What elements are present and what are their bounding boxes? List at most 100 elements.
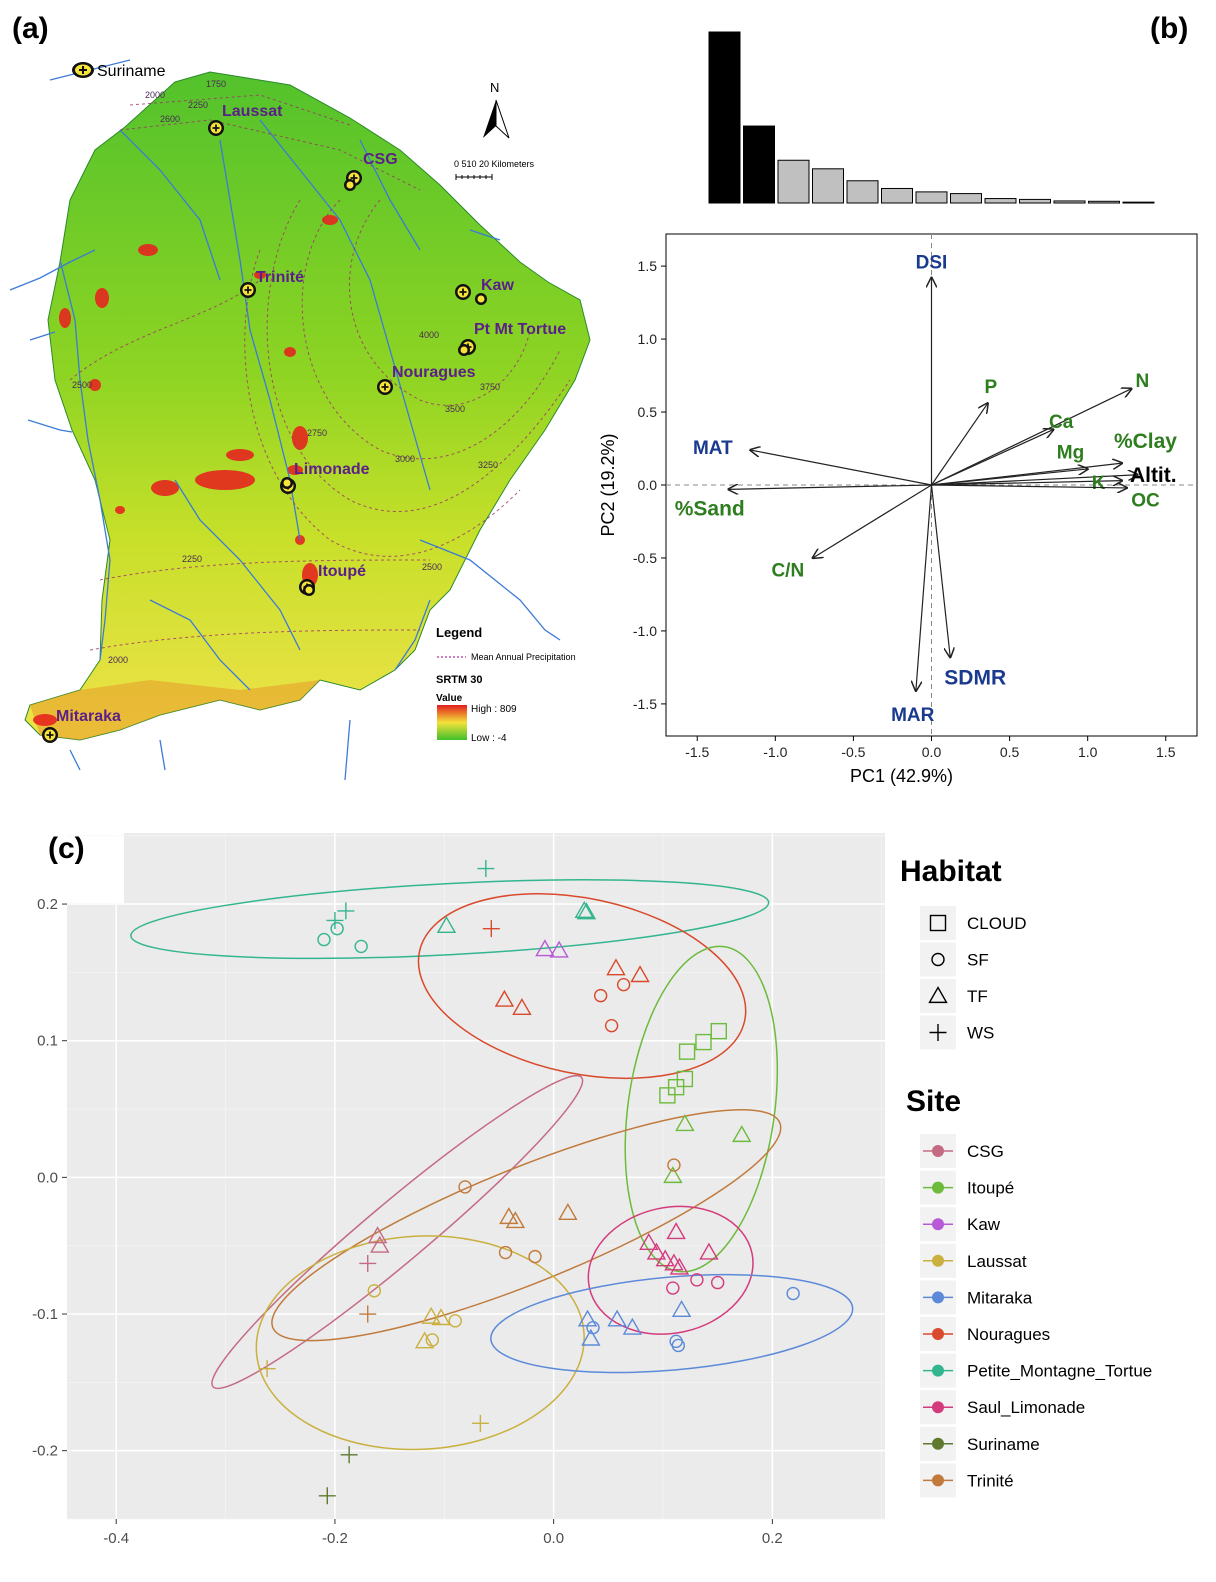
legend-key-bg bbox=[920, 906, 956, 940]
legend-key-bg bbox=[920, 942, 956, 977]
scatter-point-triangle bbox=[421, 1306, 441, 1324]
scatter-point-triangle bbox=[669, 1257, 690, 1275]
scatter-point-triangle bbox=[639, 1233, 659, 1251]
biplot-xtick-label: -0.5 bbox=[841, 744, 865, 760]
legend-habitat-label: SF bbox=[967, 951, 989, 970]
loading-label: P bbox=[985, 377, 998, 398]
scatter-point-circle bbox=[330, 921, 344, 936]
legend-site-label: Saul_Limonade bbox=[967, 1398, 1085, 1417]
legend-key-plus bbox=[929, 1024, 947, 1041]
legend-key-dot bbox=[932, 1401, 944, 1414]
loading-label: OC bbox=[1131, 491, 1160, 512]
scree-bar bbox=[1122, 201, 1155, 204]
scatter-point-square bbox=[678, 1043, 696, 1060]
map-site-label: Limonade bbox=[294, 461, 370, 478]
scatter-point-square bbox=[710, 1022, 727, 1040]
scatter-point-triangle bbox=[655, 1249, 675, 1267]
map-legend: Legend Mean Annual Precipitation SRTM 30… bbox=[436, 625, 576, 744]
map-site-dot-fill bbox=[346, 181, 354, 189]
map-lowland-south bbox=[30, 680, 320, 740]
legend-habitat-label: WS bbox=[967, 1024, 994, 1043]
map-site-label: Itoupé bbox=[318, 563, 366, 580]
map-territory bbox=[24, 71, 591, 741]
svg-text:2750: 2750 bbox=[307, 428, 327, 438]
scree-bar bbox=[743, 125, 775, 204]
svg-text:1750: 1750 bbox=[206, 79, 226, 89]
map-site-label: Kaw bbox=[481, 277, 514, 294]
scatter-ytick-label: 0.2 bbox=[37, 896, 58, 913]
svg-text:2500: 2500 bbox=[422, 562, 442, 572]
scree-bar bbox=[1088, 200, 1120, 204]
ellipse-trinité bbox=[271, 1109, 782, 1342]
suriname-marker: Suriname bbox=[72, 62, 166, 80]
scatter-xtick-label: -0.2 bbox=[322, 1530, 348, 1547]
legend-site-label: Petite_Montagne_Tortue bbox=[967, 1362, 1152, 1381]
legend-habitat-title: Habitat bbox=[900, 855, 1002, 888]
loading-arrow-sdmr bbox=[930, 484, 951, 657]
panel-a-map: (a) bbox=[9, 12, 591, 781]
map-site-laussat: Laussat bbox=[208, 103, 283, 136]
loading-arrow-ca bbox=[931, 430, 1054, 486]
scatter-point-plus bbox=[337, 902, 355, 920]
scatter-point-triangle bbox=[370, 1235, 390, 1253]
scatter-ytick-label: 0.0 bbox=[37, 1169, 58, 1186]
scree-bar bbox=[708, 31, 741, 204]
scree-bar bbox=[984, 198, 1017, 204]
legend-habitat-label: CLOUD bbox=[967, 914, 1027, 933]
map-contour-labels: 1750 2000 2250 2600 2500 2750 4000 3750 … bbox=[72, 79, 500, 665]
scatter-point-plus bbox=[471, 1414, 489, 1432]
legend-key-dot bbox=[932, 1364, 944, 1377]
biplot: -1.5 -1.0 -0.5 0.0 0.5 1.0 1.5 -1.5 -1.0 -0.5 0.0 0… bbox=[598, 233, 1198, 786]
svg-text:2600: 2600 bbox=[160, 114, 180, 124]
scatter-legend: Habitat CLOUD SF TF WS Site CSG Itoupé Kaw Laussa… bbox=[900, 855, 1152, 1498]
loading-label: K bbox=[1092, 473, 1106, 494]
svg-text:3750: 3750 bbox=[480, 382, 500, 392]
scatter-point-triangle bbox=[558, 1202, 578, 1220]
biplot-ytick-label: -1.0 bbox=[633, 623, 657, 639]
loading-label: Altit. bbox=[1130, 464, 1177, 487]
loading-label: Ca bbox=[1049, 412, 1074, 433]
loading-label: SDMR bbox=[944, 667, 1006, 690]
panel-c-letter: (c) bbox=[48, 832, 85, 865]
biplot-xtick-label: 0.5 bbox=[1000, 744, 1020, 760]
panel-a-letter: (a) bbox=[12, 12, 49, 45]
loading-arrow-mar bbox=[916, 484, 933, 691]
scree-plot bbox=[708, 31, 1155, 204]
scree-bar bbox=[881, 187, 913, 204]
loading-arrow-cn bbox=[813, 484, 932, 558]
scatter-point-triangle bbox=[549, 940, 569, 958]
legend-key-circle bbox=[931, 952, 945, 967]
biplot-xtick-label: 1.5 bbox=[1156, 744, 1176, 760]
svg-text:3250: 3250 bbox=[478, 460, 498, 470]
legend-key-bg bbox=[920, 979, 956, 1013]
letter-mask bbox=[0, 818, 124, 903]
scree-bar bbox=[915, 191, 948, 204]
scatter-xtick-label: -0.4 bbox=[103, 1530, 129, 1547]
scatter-point-circle bbox=[528, 1249, 542, 1264]
scatter-point-triangle bbox=[436, 916, 457, 933]
loading-label: DSI bbox=[916, 253, 948, 274]
svg-text:3500: 3500 bbox=[445, 404, 465, 414]
scatter-point-triangle bbox=[607, 1309, 627, 1327]
north-arrow-icon: N bbox=[483, 80, 510, 139]
map-site-kaw: Kaw bbox=[455, 277, 514, 300]
scatter-point-triangle bbox=[606, 958, 626, 976]
scatter-point-square bbox=[695, 1033, 712, 1051]
scatter-ytick-label: -0.1 bbox=[32, 1306, 58, 1323]
scatter-point-circle bbox=[671, 1338, 686, 1353]
ellipse-saul_limonade bbox=[587, 1205, 754, 1335]
scatter-point-triangle bbox=[576, 902, 597, 920]
ellipse-laussat bbox=[255, 1235, 585, 1451]
legend-site-title: Site bbox=[906, 1085, 961, 1118]
map-site-label: Pt Mt Tortue bbox=[474, 321, 566, 338]
scatter-point-triangle bbox=[431, 1308, 451, 1326]
loading-label: MAT bbox=[693, 438, 733, 459]
ellipse-nouragues bbox=[417, 893, 747, 1080]
map-legend-value: Value bbox=[436, 693, 463, 704]
map-legend-title: Legend bbox=[436, 625, 482, 640]
scatter-ytick-label: -0.2 bbox=[32, 1443, 58, 1460]
ellipse-csg bbox=[211, 1074, 584, 1390]
map-legend-low: Low : -4 bbox=[471, 733, 507, 744]
map-legend-srtm: SRTM 30 bbox=[436, 674, 482, 686]
svg-text:3000: 3000 bbox=[395, 454, 415, 464]
